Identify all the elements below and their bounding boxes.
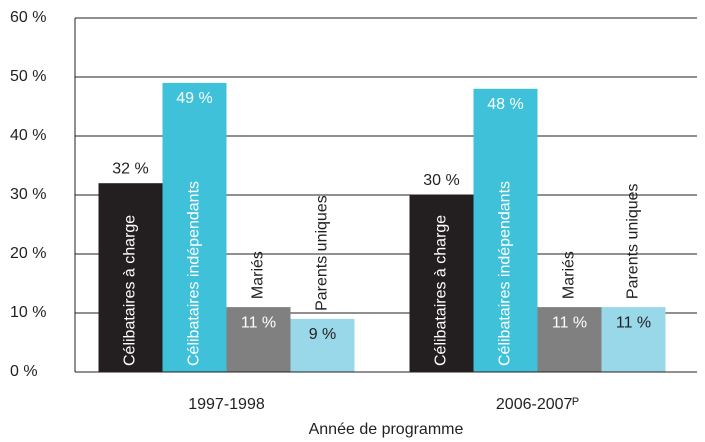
bar-series-label: Mariés bbox=[250, 251, 267, 299]
value-label: 11 % bbox=[616, 314, 651, 331]
bar bbox=[473, 88, 538, 373]
bar bbox=[601, 307, 666, 372]
bar bbox=[226, 307, 291, 372]
y-tick-label: 30 % bbox=[10, 186, 46, 203]
bar-series-label: Parents uniques bbox=[314, 195, 331, 311]
bar-series-label: Célibataires indépendants bbox=[497, 181, 514, 366]
y-tick-label: 50 % bbox=[10, 68, 46, 85]
value-label: 30 % bbox=[423, 172, 459, 189]
bar-series-label: Célibataires à charge bbox=[433, 215, 450, 366]
bar-series-label: Célibataires à charge bbox=[122, 215, 139, 366]
value-label: 49 % bbox=[176, 90, 212, 107]
bar bbox=[290, 318, 355, 372]
y-tick-label: 0 % bbox=[10, 363, 38, 380]
x-axis-label: Année de programme bbox=[309, 421, 464, 438]
value-label: 48 % bbox=[487, 96, 523, 113]
bar bbox=[98, 183, 163, 372]
x-tick-label: 2006-2007ᴾ bbox=[496, 396, 580, 413]
bar bbox=[162, 82, 227, 373]
x-tick-label: 1997-1998 bbox=[188, 396, 265, 413]
value-label: 11 % bbox=[552, 314, 587, 331]
value-label: 11 % bbox=[241, 314, 276, 331]
bar bbox=[537, 307, 602, 372]
value-label: 32 % bbox=[112, 160, 148, 177]
bar-series-label: Célibataires indépendants bbox=[186, 181, 203, 366]
y-tick-label: 10 % bbox=[10, 304, 46, 321]
bar-series-label: Mariés bbox=[561, 251, 578, 299]
y-tick-label: 60 % bbox=[10, 9, 46, 26]
bar bbox=[409, 195, 474, 372]
y-tick-label: 20 % bbox=[10, 245, 46, 262]
y-tick-label: 40 % bbox=[10, 127, 46, 144]
value-label: 9 % bbox=[309, 326, 337, 343]
bar-series-label: Parents uniques bbox=[625, 183, 642, 299]
